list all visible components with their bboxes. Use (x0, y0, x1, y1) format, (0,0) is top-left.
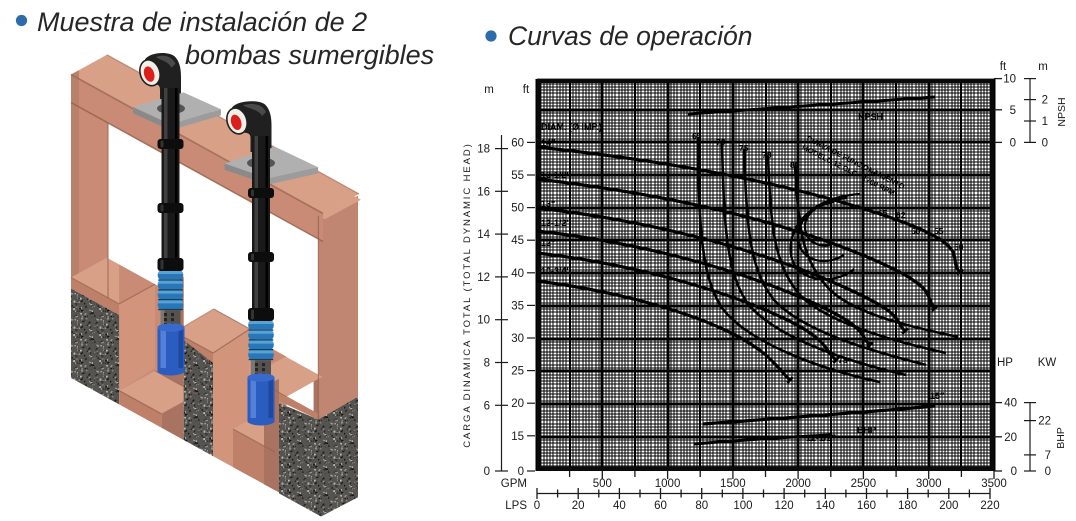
svg-text:13″: 13″ (541, 199, 556, 209)
svg-text:NPSH: NPSH (858, 112, 883, 122)
svg-text:0: 0 (1042, 137, 1048, 149)
svg-text:70: 70 (716, 137, 726, 147)
svg-text:14″: 14″ (541, 138, 556, 148)
svg-text:62: 62 (896, 210, 906, 220)
svg-text:0: 0 (1011, 466, 1017, 478)
svg-text:160: 160 (857, 500, 876, 512)
svg-text:6: 6 (484, 400, 490, 412)
svg-text:12-1/2″: 12-1/2″ (806, 433, 837, 443)
svg-text:120: 120 (774, 500, 793, 512)
svg-text:14: 14 (477, 229, 490, 241)
svg-text:180: 180 (898, 500, 917, 512)
svg-text:20: 20 (511, 398, 524, 410)
svg-text:12″: 12″ (541, 238, 556, 248)
svg-text:2: 2 (1042, 95, 1048, 107)
svg-text:1000: 1000 (655, 478, 681, 490)
svg-text:2500: 2500 (851, 478, 877, 490)
svg-text:10: 10 (1003, 74, 1016, 86)
svg-text:12: 12 (477, 272, 490, 284)
svg-text:bombas sumergibles: bombas sumergibles (185, 40, 434, 70)
svg-text:10: 10 (477, 315, 490, 327)
svg-text:LPS: LPS (505, 500, 527, 512)
svg-text:60: 60 (911, 226, 921, 236)
svg-text:40: 40 (511, 268, 524, 280)
svg-text:1: 1 (1042, 116, 1048, 128)
svg-text:CARGA DINAMICA TOTAL (TOTAL DY: CARGA DINAMICA TOTAL (TOTAL DYNAMIC HEAD… (462, 142, 473, 447)
svg-text:10-3/4″: 10-3/4″ (541, 266, 572, 276)
svg-text:DIAM. (Ø IMP.): DIAM. (Ø IMP.) (541, 122, 602, 132)
svg-text:25: 25 (511, 366, 524, 378)
svg-text:3500: 3500 (981, 478, 1007, 490)
svg-text:BHP: BHP (1055, 427, 1067, 449)
svg-text:75: 75 (739, 143, 749, 153)
svg-text:40: 40 (613, 500, 626, 512)
svg-text:16: 16 (477, 186, 490, 198)
svg-text:NPSH: NPSH (1056, 97, 1068, 126)
svg-text:30: 30 (511, 333, 524, 345)
svg-text:12-1/2″: 12-1/2″ (541, 218, 572, 228)
svg-text:45: 45 (511, 235, 524, 247)
svg-text:3000: 3000 (916, 478, 942, 490)
svg-text:5: 5 (1010, 105, 1016, 117)
svg-text:0: 0 (1010, 137, 1016, 149)
svg-text:GPM: GPM (501, 478, 527, 490)
svg-text:220: 220 (980, 500, 999, 512)
svg-text:60: 60 (511, 137, 524, 149)
svg-text:500: 500 (593, 478, 612, 490)
svg-text:78: 78 (762, 150, 772, 160)
svg-text:20: 20 (572, 500, 585, 512)
svg-text:140: 140 (816, 500, 835, 512)
svg-text:55: 55 (511, 170, 524, 182)
svg-text:80: 80 (790, 160, 800, 170)
svg-text:100: 100 (733, 500, 752, 512)
svg-text:8: 8 (484, 357, 490, 369)
svg-text:35: 35 (511, 300, 524, 312)
svg-text:15: 15 (511, 431, 524, 443)
svg-text:50: 50 (511, 203, 524, 215)
svg-text:KW: KW (1038, 357, 1057, 369)
svg-text:Curvas de operación: Curvas de operación (508, 21, 753, 51)
svg-text:m: m (1038, 61, 1048, 73)
svg-text:ft: ft (523, 84, 530, 96)
svg-text:78: 78 (838, 355, 848, 365)
svg-text:Muestra de instalación de 2: Muestra de instalación de 2 (37, 7, 367, 37)
svg-text:15″: 15″ (930, 391, 945, 401)
svg-text:1500: 1500 (720, 478, 746, 490)
svg-text:0: 0 (534, 500, 540, 512)
svg-text:7: 7 (1045, 450, 1051, 462)
svg-text:0: 0 (518, 466, 524, 478)
svg-text:65: 65 (692, 131, 702, 141)
svg-text:ft: ft (1000, 61, 1007, 73)
svg-text:13-1/2″: 13-1/2″ (541, 170, 572, 180)
svg-text:80: 80 (695, 500, 708, 512)
svg-text:18: 18 (477, 144, 490, 156)
svg-text:0: 0 (484, 466, 490, 478)
svg-text:40: 40 (1004, 398, 1017, 410)
svg-text:2000: 2000 (785, 478, 811, 490)
svg-text:55: 55 (934, 226, 944, 236)
svg-text:20: 20 (1004, 432, 1017, 444)
svg-text:65: 65 (878, 208, 888, 218)
svg-text:m: m (484, 84, 494, 96)
svg-text:HP: HP (997, 357, 1013, 369)
svg-text:22: 22 (1038, 416, 1051, 428)
svg-text:BHP: BHP (857, 425, 876, 435)
svg-text:50: 50 (954, 242, 964, 252)
svg-text:60: 60 (654, 500, 667, 512)
svg-text:0: 0 (1045, 466, 1051, 478)
svg-text:200: 200 (939, 500, 958, 512)
